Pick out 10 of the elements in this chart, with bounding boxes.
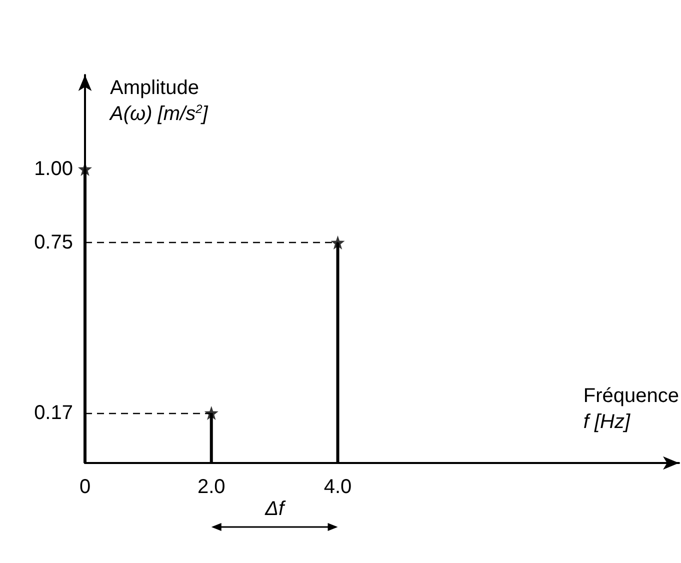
- point: [330, 236, 345, 250]
- y-tick-label: 0.17: [34, 402, 73, 424]
- y-tick-label: 1.00: [34, 158, 73, 180]
- x-tick-label: 0: [79, 476, 91, 498]
- x-axis-title: Fréquence f [Hz]: [583, 385, 680, 433]
- x-tick-label: 4.0: [324, 476, 352, 498]
- text: Δf: [264, 498, 286, 520]
- point: [204, 406, 218, 420]
- y-tick-label: 0.75: [34, 232, 73, 254]
- x-tick-label: 2.0: [197, 476, 226, 498]
